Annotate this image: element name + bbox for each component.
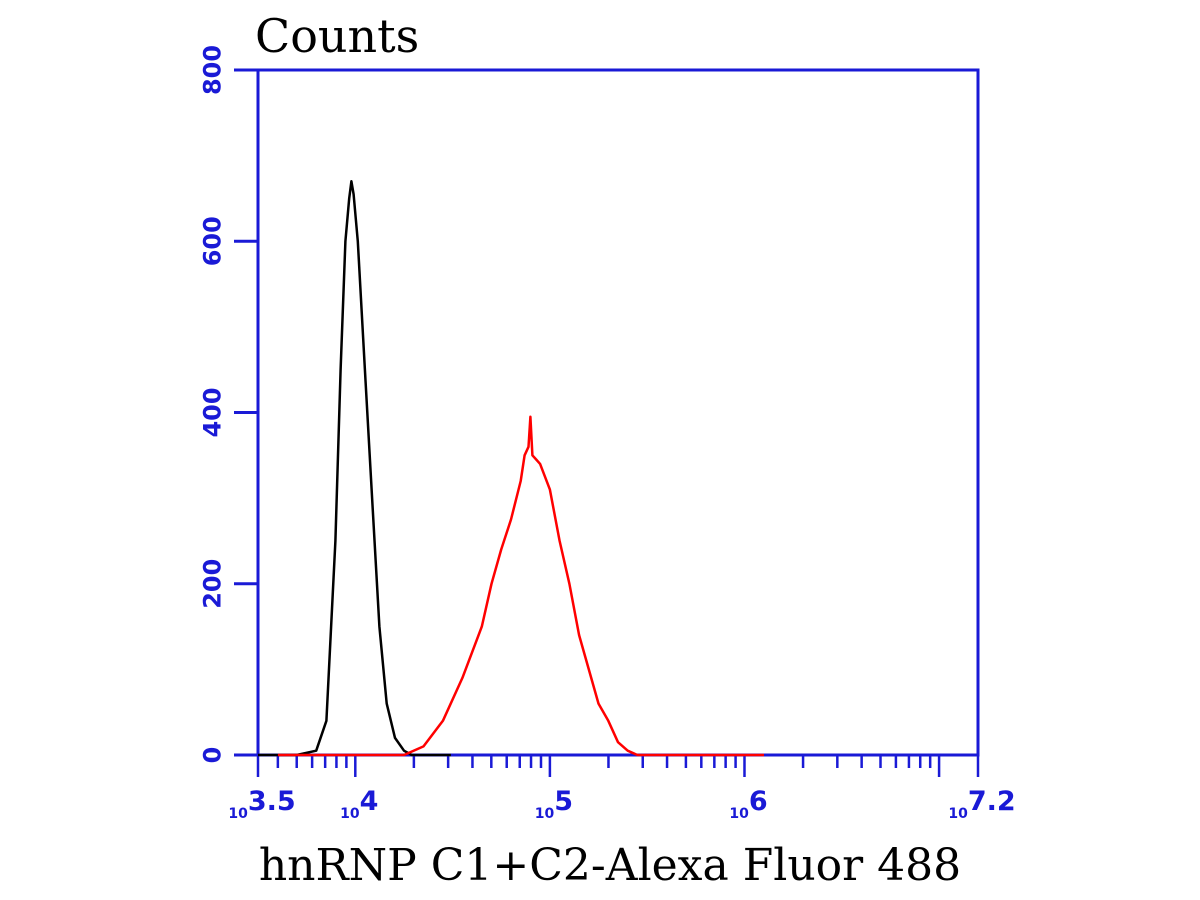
x-tick-label: 103.5 [228,786,295,822]
x-tick-base: 10 [948,806,968,822]
x-tick-base: 10 [729,806,749,822]
x-tick-exponent: 4 [360,786,379,817]
y-tick-label: 0 [198,747,226,764]
control-histogram-line [258,180,451,757]
x-axis-ticks: 103.5 104 105 106 107.2 [228,755,1016,822]
x-tick-label: 105 [535,786,573,822]
x-tick-exponent: 7.2 [968,786,1016,817]
series-lines [258,180,764,757]
stained-histogram-line [277,415,764,757]
y-tick-label: 600 [198,216,226,266]
x-tick-exponent: 3.5 [248,786,296,817]
plot-frame [256,68,980,757]
x-tick-exponent: 5 [554,786,573,817]
x-tick-label: 104 [340,786,378,822]
x-tick-label: 106 [729,786,767,822]
x-tick-label: 107.2 [948,786,1015,822]
x-tick-base: 10 [535,806,555,822]
x-tick-exponent: 6 [749,786,768,817]
y-axis-ticks: 0 200 400 600 800 [198,45,258,763]
y-tick-label: 400 [198,387,226,437]
y-axis-title: Counts [255,9,419,63]
y-tick-label: 200 [198,559,226,609]
y-tick-label: 800 [198,45,226,95]
x-tick-base: 10 [228,806,248,822]
x-tick-base: 10 [340,806,360,822]
x-axis-title: hnRNP C1+C2-Alexa Fluor 488 [259,840,961,891]
